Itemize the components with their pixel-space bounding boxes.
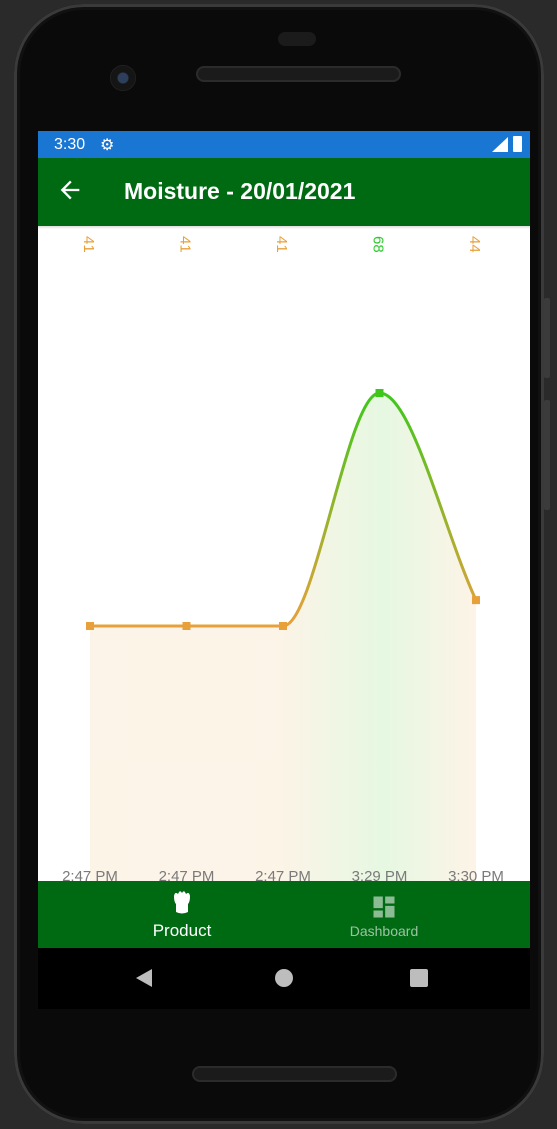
nav-item-product[interactable]: Product [92,881,272,948]
x-tick-label: 2:47 PM [62,868,118,881]
status-bar: 3:30 ⚙ [38,131,530,158]
chart-area-fill [90,393,476,881]
chart-point [86,622,94,630]
nav-label-dashboard: Dashboard [349,923,419,939]
app-bar-shadow [38,226,530,229]
x-tick-label: 3:30 PM [448,868,504,881]
chart-data-label: 41 [80,236,97,253]
screen: 3:30 ⚙ Moisture - 20/01/2021 [38,131,530,1009]
chart-point [182,622,191,630]
plant-icon [174,891,190,914]
top-speaker [196,66,401,82]
status-time: 3:30 [54,136,86,153]
x-tick-label: 2:47 PM [159,868,215,881]
chart-series-line [90,391,478,628]
bottom-speaker [192,1066,397,1082]
power-button [544,298,550,378]
system-navigation [38,948,530,1009]
recents-square-icon[interactable] [410,969,428,987]
chart-point [375,389,384,397]
home-circle-icon[interactable] [275,969,293,987]
chart-data-label: 68 [370,236,387,253]
x-tick-label: 3:29 PM [352,868,408,881]
moisture-chart: 41 41 41 68 44 2:47 PM 2:47 PM 2:47 PM 3:29 PM 3… [62,236,504,881]
signal-icon [492,137,508,152]
chart-data-label: 41 [273,236,290,253]
chart-data-label: 41 [177,236,194,253]
x-tick-label: 2:47 PM [255,868,311,881]
volume-button [544,400,550,510]
page-title: Moisture - 20/01/2021 [124,178,356,204]
chart-point [279,622,287,630]
chart-data-label: 44 [466,236,483,253]
dashboard-icon [373,896,395,918]
front-camera [110,65,136,91]
app-bar: Moisture - 20/01/2021 [38,158,530,226]
chart-point [472,596,480,605]
earpiece [278,32,316,46]
nav-label-product: Product [152,921,212,940]
battery-icon [513,136,522,152]
nav-item-dashboard[interactable]: Dashboard [294,881,474,948]
arrow-back-icon[interactable] [56,176,84,204]
back-triangle-icon[interactable] [136,969,152,987]
gear-icon: ⚙ [100,137,115,154]
bottom-navigation: Product Dashboard [38,881,530,948]
